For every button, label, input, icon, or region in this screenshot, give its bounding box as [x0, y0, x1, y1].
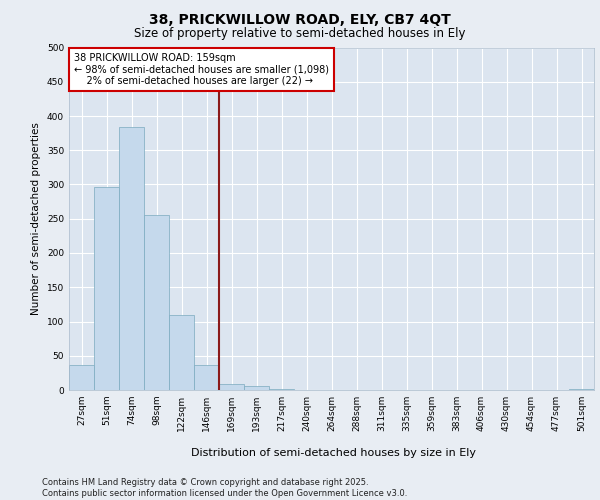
Bar — [244, 386, 269, 390]
Text: Contains HM Land Registry data © Crown copyright and database right 2025.
Contai: Contains HM Land Registry data © Crown c… — [42, 478, 407, 498]
Y-axis label: Number of semi-detached properties: Number of semi-detached properties — [31, 122, 41, 315]
Bar — [144, 216, 169, 390]
Bar — [94, 187, 119, 390]
Bar — [169, 316, 194, 390]
Bar — [569, 388, 594, 390]
Bar — [194, 364, 219, 390]
Text: Distribution of semi-detached houses by size in Ely: Distribution of semi-detached houses by … — [191, 448, 476, 458]
Text: 38 PRICKWILLOW ROAD: 159sqm
← 98% of semi-detached houses are smaller (1,098)
  : 38 PRICKWILLOW ROAD: 159sqm ← 98% of sem… — [74, 52, 329, 86]
Text: Size of property relative to semi-detached houses in Ely: Size of property relative to semi-detach… — [134, 28, 466, 40]
Bar — [69, 364, 94, 390]
Text: 38, PRICKWILLOW ROAD, ELY, CB7 4QT: 38, PRICKWILLOW ROAD, ELY, CB7 4QT — [149, 12, 451, 26]
Bar — [119, 127, 144, 390]
Bar — [219, 384, 244, 390]
